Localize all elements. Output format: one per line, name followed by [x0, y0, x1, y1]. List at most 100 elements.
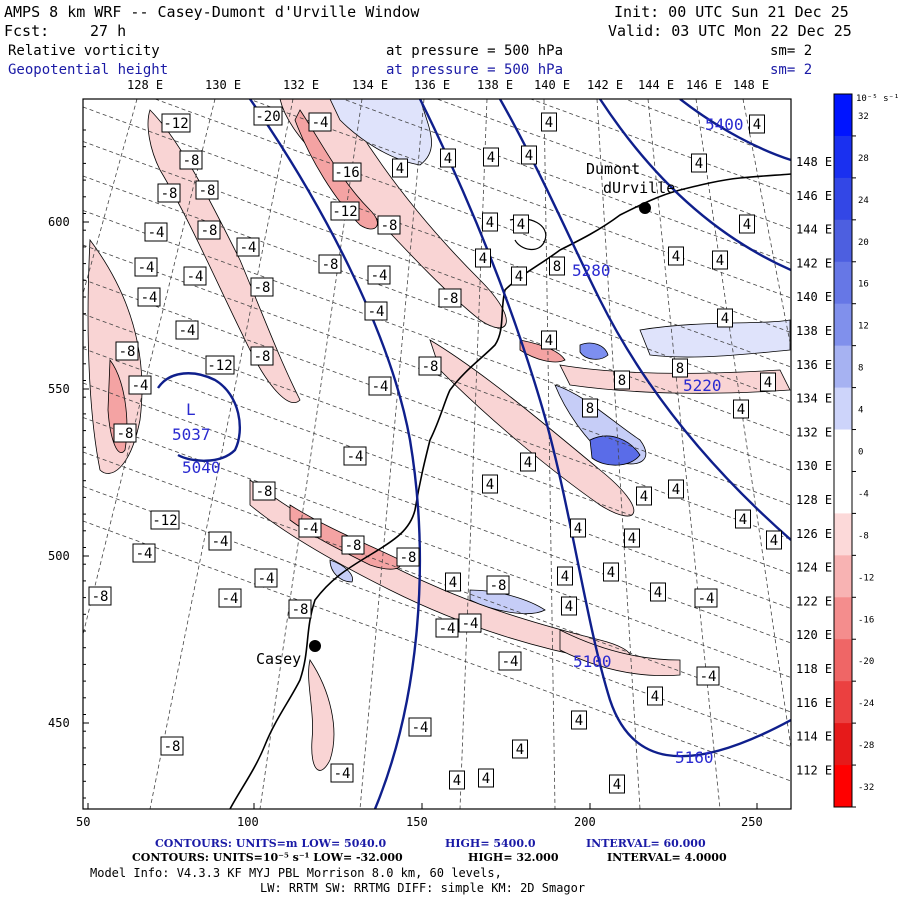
colorbar-tick-label: 12 — [858, 322, 869, 332]
vorticity-core — [519, 339, 566, 363]
svg-text:-4: -4 — [187, 269, 204, 285]
vorticity-value-box: 4 — [440, 148, 456, 168]
contour-label-5220: 5220 — [683, 376, 722, 395]
svg-text:8: 8 — [618, 373, 626, 389]
vorticity-value-box: -4 — [137, 287, 161, 307]
svg-text:-4: -4 — [698, 591, 715, 607]
vorticity-value-box: 4 — [739, 214, 755, 234]
vorticity-value-box: -8 — [195, 180, 219, 200]
contour-label-5400: 5400 — [705, 115, 744, 134]
svg-text:-8: -8 — [92, 589, 109, 605]
svg-text:4: 4 — [486, 477, 494, 493]
vorticity-value-box: -4 — [330, 763, 354, 783]
svg-text:4: 4 — [574, 521, 582, 537]
svg-text:4: 4 — [561, 569, 569, 585]
low-center-value: 5037 — [172, 425, 211, 444]
svg-text:-8: -8 — [381, 218, 398, 234]
lon-label: 132 E — [283, 78, 320, 92]
x-tick-100: 100 — [237, 815, 259, 829]
svg-text:-8: -8 — [254, 280, 271, 296]
colorbar-tick-label: -24 — [858, 699, 874, 709]
y-tick-550: 550 — [48, 382, 70, 396]
vorticity-value-box: -12 — [150, 510, 180, 530]
footer-contours-vorticity-a: CONTOURS: UNITS=10⁻⁵ s⁻¹ LOW= -32.000 — [132, 851, 403, 864]
svg-text:8: 8 — [586, 401, 594, 417]
lon-label: 146 E — [686, 78, 723, 92]
casey-label: Casey — [256, 650, 301, 668]
svg-text:4: 4 — [515, 269, 523, 285]
height-contour — [679, 99, 791, 162]
colorbar-tick-label: 8 — [858, 364, 863, 374]
svg-text:-12: -12 — [163, 116, 188, 132]
vorticity-value-box: 4 — [636, 486, 652, 506]
colorbar-segment — [834, 135, 852, 179]
longitude-line — [695, 99, 791, 751]
colorbar-segment — [834, 471, 852, 514]
colorbar-tick-label: -16 — [858, 615, 874, 625]
svg-text:4: 4 — [517, 217, 525, 233]
vorticity-positive — [579, 342, 609, 360]
vorticity-value-box: -8 — [250, 346, 274, 366]
vorticity-value-box: 4 — [712, 250, 728, 270]
colorbar-segment — [834, 94, 852, 137]
svg-text:8: 8 — [553, 259, 561, 275]
vorticity-value-box: 4 — [571, 710, 587, 730]
x-tick-150: 150 — [406, 815, 428, 829]
y-tick-450: 450 — [48, 716, 70, 730]
lat-label: 124 E — [796, 561, 832, 575]
longitude-line — [149, 99, 294, 809]
vorticity-value-box: -8 — [88, 586, 112, 606]
svg-text:4: 4 — [525, 148, 533, 164]
vorticity-value-box: 4 — [668, 246, 684, 266]
svg-text:-8: -8 — [254, 349, 271, 365]
vorticity-value-box: -8 — [160, 736, 184, 756]
lon-label: 144 E — [638, 78, 675, 92]
svg-text:-8: -8 — [442, 291, 459, 307]
vorticity-value-box: 4 — [483, 147, 499, 167]
svg-text:-4: -4 — [132, 378, 149, 394]
vorticity-value-box: 4 — [766, 530, 782, 550]
lat-label: 120 E — [796, 628, 832, 642]
footer-contours-vorticity-c: INTERVAL= 4.0000 — [607, 851, 727, 864]
lat-label: 128 E — [796, 493, 832, 507]
vorticity-value-box: -4 — [694, 588, 718, 608]
svg-text:4: 4 — [628, 531, 636, 547]
footer-contours-vorticity-b: HIGH= 32.000 — [468, 851, 559, 864]
vorticity-positive — [639, 319, 791, 358]
lon-label: 130 E — [205, 78, 242, 92]
longitude-line — [83, 99, 138, 296]
svg-text:-4: -4 — [141, 290, 158, 306]
lat-label: 134 E — [796, 392, 832, 406]
vorticity-value-box: -4 — [218, 588, 242, 608]
vorticity-value-box: 4 — [647, 686, 663, 706]
vorticity-value-box: -20 — [253, 106, 283, 126]
vorticity-value-box: -4 — [144, 222, 168, 242]
vorticity-shading-negative — [87, 99, 791, 771]
vorticity-value-box: 4 — [717, 308, 733, 328]
vorticity-value-box: 4 — [570, 518, 586, 538]
lon-label: 148 E — [733, 78, 770, 92]
svg-text:4: 4 — [482, 771, 490, 787]
colorbar-segment — [834, 597, 852, 640]
vorticity-value-box: -8 — [197, 220, 221, 240]
vorticity-value-box: -8 — [252, 481, 276, 501]
colorbar-tick-label: 0 — [858, 448, 863, 458]
vorticity-positive — [329, 99, 432, 166]
lat-label: 114 E — [796, 730, 832, 744]
svg-text:-8: -8 — [183, 153, 200, 169]
vorticity-value-box: -8 — [250, 277, 274, 297]
colorbar-tick-label: -32 — [858, 783, 874, 793]
plot-area: Dumont dUrville Casey L 5037 5040 5280 5… — [83, 99, 791, 809]
field-2-smoothing: sm= 2 — [770, 62, 813, 78]
vorticity-value-box: 8 — [582, 398, 598, 418]
lat-label: 140 E — [796, 290, 832, 304]
svg-text:-8: -8 — [256, 484, 273, 500]
contour-label-5100: 5100 — [573, 652, 612, 671]
svg-text:4: 4 — [486, 215, 494, 231]
lat-label: 122 E — [796, 594, 832, 608]
colorbar-tick-label: -20 — [858, 657, 874, 667]
svg-text:4: 4 — [396, 161, 404, 177]
valid-time: Valid: 03 UTC Mon 22 Dec 25 — [608, 22, 852, 40]
vorticity-value-box: 8 — [549, 256, 565, 276]
